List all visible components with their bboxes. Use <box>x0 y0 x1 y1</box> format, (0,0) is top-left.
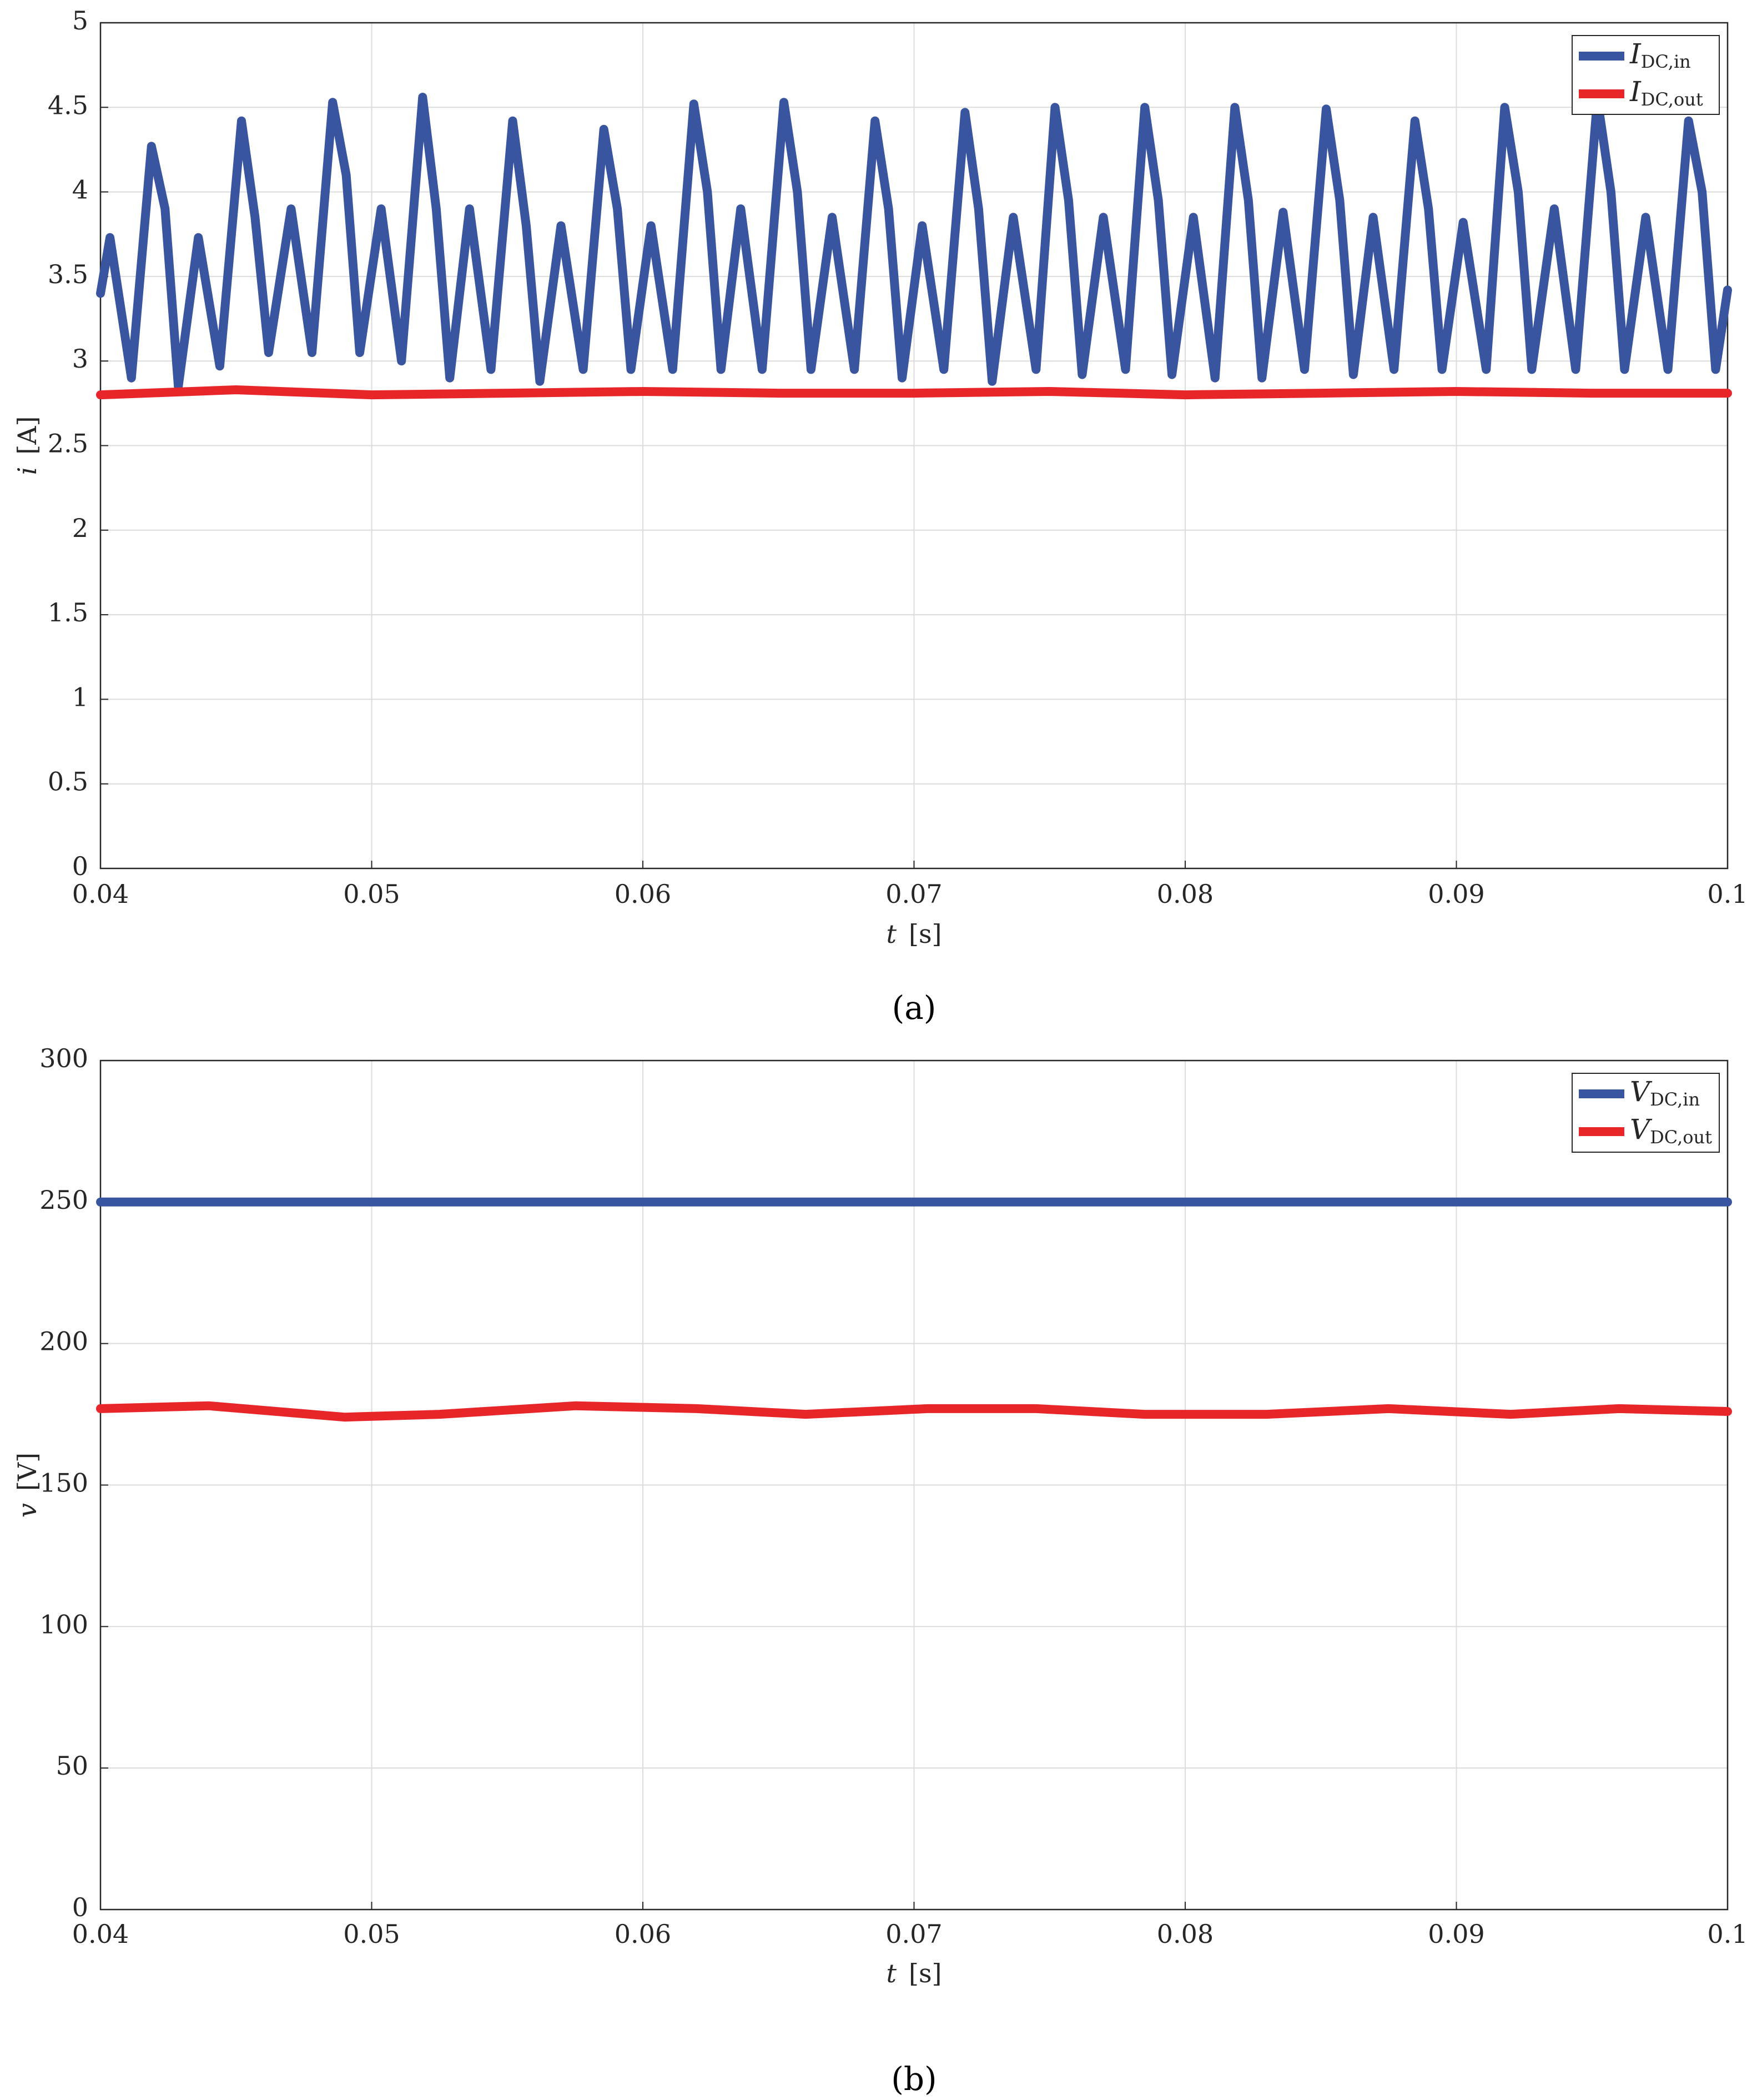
caption: (b) <box>891 2060 937 2098</box>
legend-label: IDC,in <box>1629 38 1691 72</box>
y-tick-label: 1.5 <box>48 597 88 627</box>
y-tick-label: 2.5 <box>48 429 88 459</box>
legend-main: I <box>1629 76 1642 108</box>
legend-box <box>1572 35 1720 115</box>
caption: (a) <box>892 989 937 1027</box>
y-tick-label: 0.5 <box>48 767 88 797</box>
y-tick-label: 100 <box>39 1609 88 1639</box>
legend-main: V <box>1630 1076 1653 1108</box>
x-axis-var: t <box>887 1958 897 1988</box>
x-tick-label: 0.06 <box>615 1919 671 1949</box>
y-tick-label: 0 <box>72 1892 88 1922</box>
y-tick-label: 3.5 <box>48 259 88 289</box>
y-tick-label: 200 <box>39 1327 88 1357</box>
legend-box <box>1572 1073 1720 1153</box>
plot-frame <box>99 22 1729 870</box>
x-tick-label: 0.04 <box>72 879 129 909</box>
y-tick-label: 50 <box>56 1751 88 1781</box>
x-axis-unit: [s] <box>909 919 942 949</box>
legend-sub: DC,out <box>1650 1127 1712 1148</box>
y-tick-label: 2 <box>72 513 88 543</box>
y-tick-label: 5 <box>72 6 88 36</box>
x-axis-var: t <box>887 919 897 949</box>
x-tick-label: 0.1 <box>1707 879 1748 909</box>
legend-sub: DC,in <box>1650 1089 1700 1110</box>
y-axis-var: v <box>12 1503 42 1518</box>
chart: 0.04 0.05 0.06 0.07 0.08 0.09 0.1 0 0.5 1 1.5 2 2.5 3… <box>12 6 1748 1027</box>
chart: 0.04 0.05 0.06 0.07 0.08 0.09 0.1 0 50 100 150 200 2… <box>12 1043 1748 2098</box>
x-axis-label: t [s] <box>887 1958 942 1988</box>
x-tick-label: 0.07 <box>885 1919 942 1949</box>
legend-sub: DC,out <box>1641 89 1703 110</box>
y-tick-label: 0 <box>72 851 88 881</box>
legend-sub: DC,in <box>1641 51 1691 72</box>
x-tick-label: 0.05 <box>343 879 400 909</box>
legend-main: V <box>1630 1113 1653 1146</box>
plot-frame <box>99 1059 1729 1911</box>
x-tick-label: 0.08 <box>1157 879 1214 909</box>
data-line <box>96 385 1732 400</box>
legend-label: VDC,out <box>1630 1113 1712 1148</box>
x-axis-label: t [s] <box>887 919 942 949</box>
x-tick-label: 0.09 <box>1428 879 1484 909</box>
y-tick-label: 150 <box>39 1468 88 1498</box>
legend-label: IDC,out <box>1629 76 1703 110</box>
legend-main: I <box>1629 38 1642 70</box>
legend-label: VDC,in <box>1630 1076 1700 1110</box>
y-axis-var: i <box>12 467 42 475</box>
data-line <box>96 93 1732 391</box>
x-tick-label: 0.06 <box>615 879 671 909</box>
x-tick-label: 0.05 <box>343 1919 400 1949</box>
y-tick-label: 3 <box>72 344 88 374</box>
x-tick-label: 0.07 <box>885 879 942 909</box>
data-line <box>96 1401 1732 1422</box>
y-axis-unit: [A] <box>12 416 42 455</box>
y-tick-label: 1 <box>72 682 88 712</box>
y-tick-label: 4 <box>72 175 88 205</box>
y-axis-label: v [V] <box>12 1453 42 1518</box>
y-axis-unit: [V] <box>12 1453 42 1491</box>
y-tick-label: 300 <box>39 1043 88 1073</box>
x-tick-label: 0.04 <box>72 1919 129 1949</box>
y-tick-label: 250 <box>39 1185 88 1215</box>
x-tick-label: 0.09 <box>1428 1919 1484 1949</box>
y-tick-label: 4.5 <box>48 90 88 120</box>
x-tick-label: 0.1 <box>1707 1919 1748 1949</box>
x-axis-unit: [s] <box>909 1958 942 1988</box>
y-axis-label: i [A] <box>12 416 42 475</box>
x-tick-label: 0.08 <box>1157 1919 1214 1949</box>
